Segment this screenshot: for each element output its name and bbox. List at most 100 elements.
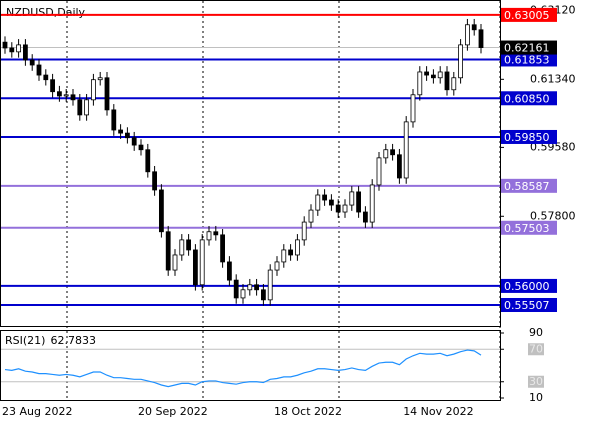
candle-body [138, 144, 144, 151]
candle-body [342, 204, 348, 213]
candle-body [165, 231, 171, 271]
candle-body [125, 132, 130, 139]
level-label: 0.61853 [504, 53, 550, 66]
level-label-box [501, 278, 557, 293]
level-label-box [501, 7, 557, 22]
candle-body [226, 261, 232, 281]
x-tick-label: 23 Aug 2022 [2, 405, 72, 418]
candle-body [362, 211, 368, 223]
candle-body [281, 249, 287, 263]
candle-body [77, 99, 83, 116]
candle-body [444, 71, 450, 91]
candle-body [43, 74, 49, 81]
rsi-line [4, 349, 482, 388]
candle-body [308, 209, 314, 223]
candle-body [91, 79, 96, 101]
candle-body [301, 221, 307, 241]
candle-body [247, 284, 253, 291]
y-tick-label: 0.61340 [530, 72, 576, 85]
candle-body [36, 64, 42, 76]
candle-body [335, 204, 341, 213]
candle-body [369, 184, 375, 223]
x-tick-label: 18 Oct 2022 [274, 405, 342, 418]
level-label: 0.55507 [504, 299, 550, 312]
level-label: 0.63005 [504, 9, 550, 22]
candle-body [390, 149, 396, 156]
price-label-box [501, 40, 557, 55]
candle-body [254, 284, 260, 291]
candle-body [111, 109, 117, 131]
price-label: 0.62161 [504, 42, 550, 55]
chart-title: NZDUSD,Daily [6, 6, 86, 19]
candle-body [410, 94, 416, 123]
y-tick-label: 10 [529, 391, 543, 404]
candle-body [240, 289, 246, 299]
rsi-panel [0, 330, 501, 401]
candle-body [424, 71, 430, 76]
candle-body [451, 77, 457, 91]
level-label-box [501, 52, 557, 67]
candle-body [186, 239, 192, 251]
candle-body [356, 191, 362, 213]
candle-body [464, 24, 470, 46]
candle-body [145, 149, 151, 173]
x-tick-label: 14 Nov 2022 [403, 405, 473, 418]
candle-body [172, 254, 178, 271]
candle-body [29, 59, 35, 66]
level-label-box [501, 91, 557, 106]
candle-body [471, 24, 477, 31]
candle-body [131, 137, 137, 146]
y-tick-label: 70 [529, 342, 543, 355]
level-label: 0.57503 [504, 222, 550, 235]
candle-body [260, 289, 266, 301]
candle-body [430, 74, 436, 79]
candle-body [233, 279, 239, 299]
rsi-name: RSI(21) [5, 334, 45, 347]
candle-body [274, 261, 280, 271]
candle-body [478, 29, 484, 48]
candle-body [50, 79, 55, 93]
candle-body [417, 71, 423, 96]
candle-body [9, 47, 15, 53]
candle-body [267, 269, 273, 301]
candle-body [403, 121, 409, 179]
candle-body [118, 129, 123, 134]
candle-body [22, 44, 28, 61]
candle-body [437, 71, 443, 79]
candle-body [220, 234, 226, 263]
candle-body [2, 41, 8, 49]
candle-body [213, 231, 219, 236]
tick-box [528, 343, 544, 356]
level-label-box [501, 178, 557, 193]
candle-body [97, 77, 103, 81]
candle-body [199, 239, 205, 286]
time-grid [66, 1, 501, 400]
main-panel [0, 0, 501, 327]
level-label: 0.58587 [504, 180, 550, 193]
candle-body [179, 239, 185, 256]
candle-body [84, 99, 89, 116]
candle-body [104, 77, 110, 111]
candle-body [315, 194, 321, 211]
candle-body [206, 231, 212, 241]
candle-body [376, 157, 382, 186]
level-label-box [501, 220, 557, 235]
candle-body [158, 189, 164, 233]
candle-body [192, 249, 198, 286]
candle-body [152, 171, 158, 191]
candle-body [328, 199, 334, 206]
level-label: 0.56000 [504, 280, 550, 293]
y-tick-label: 0.57800 [530, 209, 576, 222]
tick-box [528, 375, 544, 388]
candle-body [322, 194, 328, 201]
level-label: 0.60850 [504, 92, 550, 105]
candle-body [16, 44, 22, 53]
candle-body [383, 149, 389, 159]
x-tick-label: 20 Sep 2022 [138, 405, 208, 418]
candle-body [458, 44, 464, 79]
level-label-box [501, 129, 557, 144]
y-tick-label: 90 [529, 326, 543, 339]
candle-body [349, 191, 355, 206]
